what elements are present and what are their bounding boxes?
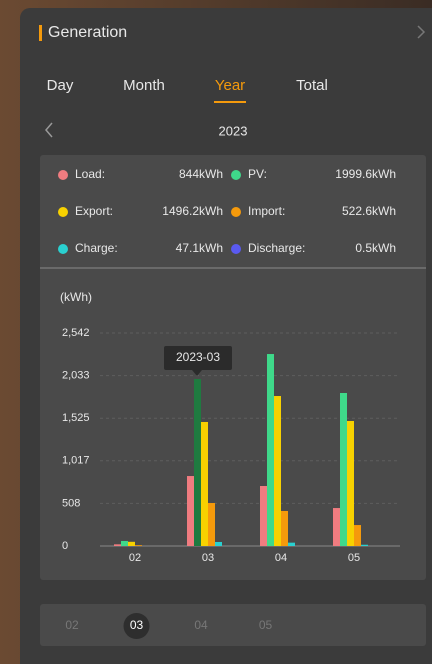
scroller — [40, 604, 426, 646]
bar — [281, 511, 288, 546]
bar — [340, 393, 347, 546]
legend-dot — [58, 207, 68, 217]
bar — [187, 476, 194, 546]
panel — [40, 155, 426, 580]
page: Generation 2023 (kWh) Day Month Year Total L… — [0, 0, 432, 664]
y-tick-label: 2,542 — [62, 327, 90, 339]
summary-label: Import: — [248, 204, 285, 218]
tab-underline — [214, 101, 246, 103]
legend-dot — [231, 170, 241, 180]
summary-label: Export: — [75, 204, 113, 218]
bar — [288, 543, 295, 546]
bar — [201, 422, 208, 546]
bar — [208, 503, 215, 546]
tab[interactable]: Year — [215, 77, 245, 94]
bar — [128, 542, 135, 546]
period-label: 2023 — [219, 123, 248, 138]
x-tick-label: 03 — [202, 552, 214, 564]
y-tick-label: 1,525 — [62, 412, 90, 424]
bar — [114, 544, 121, 546]
scroller-item[interactable]: 05 — [259, 618, 273, 632]
legend-dot — [58, 170, 68, 180]
summary-value: 844kWh — [179, 167, 223, 181]
x-tick-label: 04 — [275, 552, 287, 564]
summary-label: Discharge: — [248, 241, 305, 255]
y-tick-label: 508 — [62, 497, 80, 509]
summary-value: 522.6kWh — [342, 204, 396, 218]
x-tick-label: 05 — [348, 552, 360, 564]
title-accent — [39, 25, 42, 41]
summary-value: 0.5kWh — [355, 241, 396, 255]
bar — [333, 508, 340, 546]
bar — [260, 486, 267, 546]
y-tick-label: 0 — [62, 540, 68, 552]
scroller-item[interactable]: 03 — [130, 618, 144, 632]
summary-label: Load: — [75, 167, 105, 181]
bar — [135, 545, 142, 546]
bar — [215, 542, 222, 546]
tab[interactable]: Month — [123, 77, 165, 94]
legend-dot — [58, 244, 68, 254]
bar — [194, 379, 201, 546]
summary-value: 1496.2kWh — [162, 204, 223, 218]
x-tick-label: 02 — [129, 552, 141, 564]
summary-value: 1999.6kWh — [335, 167, 396, 181]
bar — [274, 396, 281, 546]
tab[interactable]: Day — [47, 77, 74, 94]
bar — [361, 545, 368, 546]
legend-dot — [231, 207, 241, 217]
legend-dot — [231, 244, 241, 254]
bar — [121, 541, 128, 546]
bar — [267, 354, 274, 546]
card-title: Generation — [48, 24, 127, 41]
summary-value: 47.1kWh — [176, 241, 223, 255]
screen: Generation 2023 (kWh) Day Month Year Total L… — [0, 0, 432, 664]
scroller-item[interactable]: 04 — [194, 618, 208, 632]
scroller-item[interactable]: 02 — [65, 618, 79, 632]
y-tick-label: 1,017 — [62, 455, 90, 467]
summary-label: PV: — [248, 167, 267, 181]
bar — [347, 421, 354, 546]
summary-label: Charge: — [75, 241, 118, 255]
y-tick-label: 2,033 — [62, 370, 90, 382]
y-axis-label: (kWh) — [60, 290, 92, 304]
tab[interactable]: Total — [296, 77, 328, 94]
bar — [354, 525, 361, 546]
tooltip-text: 2023-03 — [176, 350, 220, 364]
